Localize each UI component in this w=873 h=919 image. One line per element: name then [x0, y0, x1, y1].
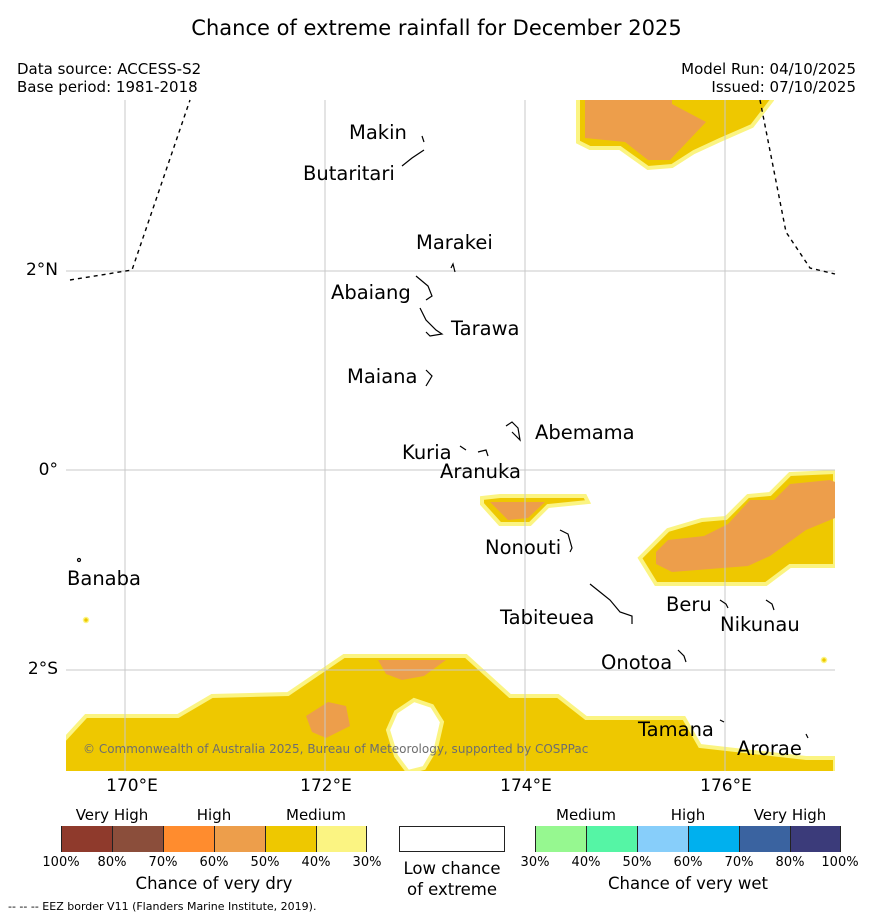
- low-chance-swatch: [399, 826, 505, 852]
- wet-swatch-1: [536, 826, 587, 852]
- wet-swatch-2: [587, 826, 638, 852]
- label-beru: Beru: [666, 593, 712, 616]
- wet-header-very-high: Very High: [753, 806, 827, 824]
- high-dry-region-central: [490, 502, 545, 520]
- model-run: Model Run: 04/10/2025: [681, 60, 856, 78]
- wet-tick-80: 80%: [775, 855, 805, 870]
- label-butaritari: Butaritari: [303, 162, 395, 185]
- high-dry-patch-south-a: [306, 702, 350, 738]
- island-outlines: [76, 135, 809, 739]
- wet-header-medium: Medium: [556, 806, 616, 824]
- label-tamana: Tamana: [638, 718, 714, 741]
- dry-swatch-6: [317, 826, 366, 852]
- label-nonouti: Nonouti: [485, 536, 562, 559]
- wet-swatch-6: [791, 826, 840, 852]
- dry-swatch-2: [113, 826, 164, 852]
- wet-swatch-5: [740, 826, 791, 852]
- speck-east: [820, 656, 828, 664]
- label-makin: Makin: [349, 121, 407, 144]
- wet-header-high: High: [670, 806, 706, 824]
- label-tarawa: Tarawa: [451, 317, 520, 340]
- label-marakei: Marakei: [416, 231, 493, 254]
- label-onotoa: Onotoa: [601, 651, 673, 674]
- copyright-notice: © Commonwealth of Australia 2025, Bureau…: [83, 742, 589, 756]
- issued-date: Issued: 07/10/2025: [711, 78, 856, 96]
- label-maiana: Maiana: [347, 365, 418, 388]
- lon-tick-172: 172°E: [300, 776, 352, 796]
- map-title: Chance of extreme rainfall for December …: [191, 16, 682, 40]
- wet-tick-40: 40%: [571, 855, 601, 870]
- dry-region-south: [66, 654, 835, 771]
- dry-header-very-high: Very High: [75, 806, 149, 824]
- wet-tick-60: 60%: [673, 855, 703, 870]
- dry-header-medium: Medium: [286, 806, 346, 824]
- dry-swatch-1: [62, 826, 113, 852]
- wet-legend-title: Chance of very wet: [608, 874, 768, 893]
- wet-swatch-4: [689, 826, 740, 852]
- label-aranuka: Aranuka: [440, 460, 521, 483]
- dry-swatch-4: [215, 826, 266, 852]
- lat-tick-2n: 2°N: [25, 260, 58, 280]
- low-chance-label-2: of extreme: [406, 880, 498, 899]
- label-abemama: Abemama: [535, 421, 635, 444]
- label-arorae: Arorae: [737, 737, 802, 760]
- dry-tick-70: 70%: [148, 855, 178, 870]
- eez-border: [69, 99, 836, 281]
- lat-tick-2s: 2°S: [27, 659, 58, 679]
- label-kuria: Kuria: [402, 441, 452, 464]
- high-dry-region-east: [656, 480, 835, 572]
- low-chance-pocket: [385, 697, 445, 771]
- lon-tick-170: 170°E: [106, 776, 158, 796]
- lon-tick-176: 176°E: [700, 776, 752, 796]
- dry-tick-40: 40%: [301, 855, 331, 870]
- map-grid: [66, 100, 835, 771]
- label-banaba: Banaba: [67, 567, 141, 590]
- dry-tick-60: 60%: [199, 855, 229, 870]
- dry-tick-30: 30%: [352, 855, 382, 870]
- speck-west: [82, 616, 90, 624]
- dry-legend-title: Chance of very dry: [135, 874, 293, 893]
- label-abaiang: Abaiang: [331, 281, 411, 304]
- data-source: Data source: ACCESS-S2: [17, 60, 202, 78]
- lon-tick-174: 174°E: [500, 776, 552, 796]
- lat-tick-0: 0°: [38, 460, 58, 480]
- wet-tick-70: 70%: [724, 855, 754, 870]
- wet-tick-30: 30%: [520, 855, 550, 870]
- eez-footnote: -- -- -- EEZ border V11 (Flanders Marine…: [8, 900, 317, 913]
- label-tabiteuea: Tabiteuea: [500, 606, 595, 629]
- label-nikunau: Nikunau: [720, 613, 800, 636]
- wet-swatch-3: [638, 826, 689, 852]
- dry-tick-50: 50%: [250, 855, 280, 870]
- wet-tick-50: 50%: [622, 855, 652, 870]
- base-period: Base period: 1981-2018: [17, 78, 198, 96]
- dry-header-high: High: [196, 806, 232, 824]
- wet-tick-100: 100%: [821, 855, 859, 870]
- low-chance-label-1: Low chance: [403, 859, 501, 878]
- high-dry-region-north: [585, 100, 706, 160]
- dry-swatch-5: [266, 826, 317, 852]
- dry-tick-100: 100%: [42, 855, 80, 870]
- dry-swatch-3: [164, 826, 215, 852]
- dry-tick-80: 80%: [97, 855, 127, 870]
